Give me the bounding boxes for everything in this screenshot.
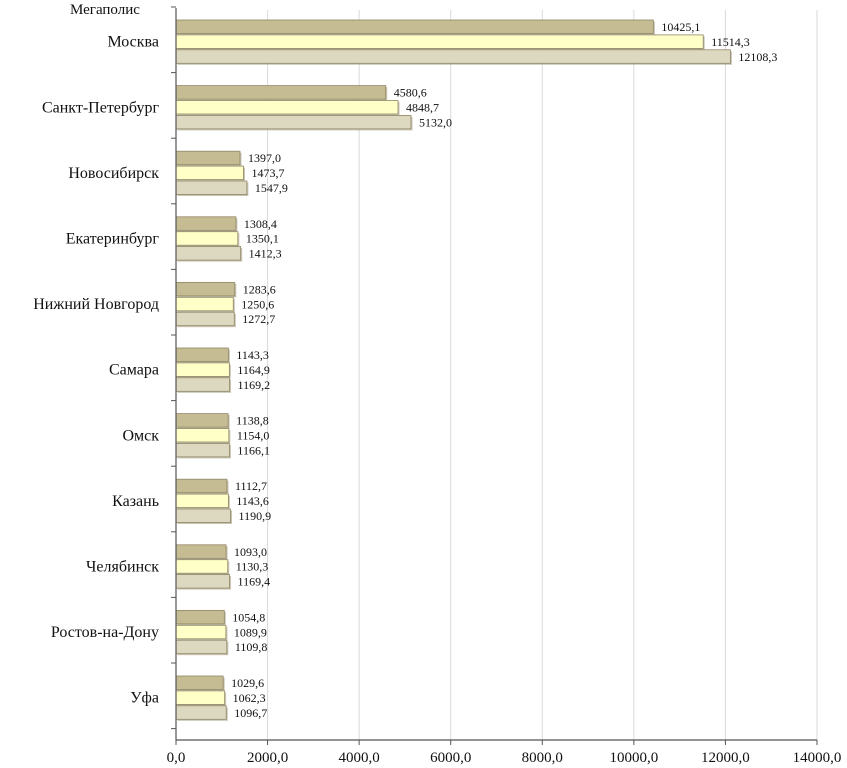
x-tick-label: 6000,0 <box>430 750 471 766</box>
bar <box>175 296 234 312</box>
data-label: 1397,0 <box>248 151 281 165</box>
bar <box>175 508 231 523</box>
bar <box>175 690 226 705</box>
grid <box>267 10 818 740</box>
data-label: 1130,3 <box>236 560 269 574</box>
bar <box>175 150 241 166</box>
category-label: Самара <box>109 362 159 379</box>
data-label: 1250,6 <box>241 297 274 311</box>
data-label: 1169,4 <box>238 575 271 589</box>
y-axis-title: Мегаполис <box>70 2 140 18</box>
bar <box>175 610 225 625</box>
data-label: 1547,9 <box>255 181 288 195</box>
bar <box>175 574 230 589</box>
bar <box>175 428 230 443</box>
bar <box>175 311 235 327</box>
category-label: Уфа <box>130 690 159 707</box>
data-label: 1283,6 <box>243 282 276 296</box>
axes <box>171 6 818 745</box>
data-label: 1143,3 <box>236 348 269 362</box>
data-label: 1164,9 <box>237 363 270 377</box>
bar <box>175 19 654 34</box>
bars <box>175 19 732 721</box>
bar <box>175 559 229 574</box>
category-label: Ростов-на-Дону <box>51 624 159 641</box>
data-label: 1062,3 <box>233 691 266 705</box>
bar <box>175 34 704 49</box>
bar <box>175 377 230 392</box>
x-tick-label: 2000,0 <box>247 750 288 766</box>
bar <box>175 281 236 297</box>
bar <box>175 442 230 458</box>
bar <box>175 624 227 640</box>
bar <box>175 231 239 246</box>
data-label: 12108,3 <box>738 50 777 64</box>
category-label: Екатеринбург <box>66 230 160 247</box>
x-tick-label: 14000,0 <box>793 750 842 766</box>
data-label: 1109,8 <box>235 640 268 654</box>
data-label: 1272,7 <box>242 312 275 326</box>
x-tick-label: 12000,0 <box>701 750 750 766</box>
x-tick-label: 10000,0 <box>609 750 658 766</box>
bar <box>175 216 237 231</box>
category-label: Москва <box>107 34 159 51</box>
bar <box>175 544 227 559</box>
bar <box>175 362 230 377</box>
data-label: 1154,0 <box>237 429 270 443</box>
data-label: 10425,1 <box>661 20 700 34</box>
category-label: Казань <box>112 493 159 510</box>
category-label: Санкт-Петербург <box>42 99 160 116</box>
category-label: Новосибирск <box>68 165 159 182</box>
data-label: 1096,7 <box>234 706 267 720</box>
bar <box>175 165 244 181</box>
data-label: 1190,9 <box>239 509 272 523</box>
category-label: Челябинск <box>86 558 159 575</box>
x-tick-label: 0,0 <box>167 750 186 766</box>
data-label: 1166,1 <box>237 443 270 457</box>
data-label: 1054,8 <box>232 610 265 624</box>
bar <box>175 478 228 494</box>
data-label: 4580,6 <box>394 86 427 100</box>
labels: 0,0 2000,0 4000,0 6000,0 8000,0 10000,0 12000,… <box>33 20 841 766</box>
bar <box>175 675 224 690</box>
data-label: 1169,2 <box>238 378 271 392</box>
bar <box>175 347 229 362</box>
category-label: Омск <box>122 427 159 444</box>
data-label: 1029,6 <box>231 676 264 690</box>
data-label: 4848,7 <box>406 101 439 115</box>
bar <box>175 246 242 261</box>
x-tick-label: 4000,0 <box>339 750 380 766</box>
data-label: 1308,4 <box>244 217 277 231</box>
bar <box>175 705 227 720</box>
bar <box>175 49 731 64</box>
data-label: 1350,1 <box>246 232 279 246</box>
bar <box>175 639 228 655</box>
data-label: 11514,3 <box>711 35 750 49</box>
bar <box>175 180 248 195</box>
data-label: 1093,0 <box>234 545 267 559</box>
bar <box>175 85 387 100</box>
bar <box>175 493 229 509</box>
data-label: 1138,8 <box>236 414 269 428</box>
bar <box>175 413 229 428</box>
bar <box>175 115 412 130</box>
bar <box>175 100 399 115</box>
data-label: 1143,6 <box>236 494 269 508</box>
data-label: 1412,3 <box>249 247 282 261</box>
data-label: 1089,9 <box>234 625 267 639</box>
data-label: 1473,7 <box>251 166 284 180</box>
category-label: Нижний Новгород <box>33 296 159 313</box>
x-tick-label: 8000,0 <box>522 750 563 766</box>
data-label: 5132,0 <box>419 115 452 129</box>
data-label: 1112,7 <box>235 479 267 493</box>
